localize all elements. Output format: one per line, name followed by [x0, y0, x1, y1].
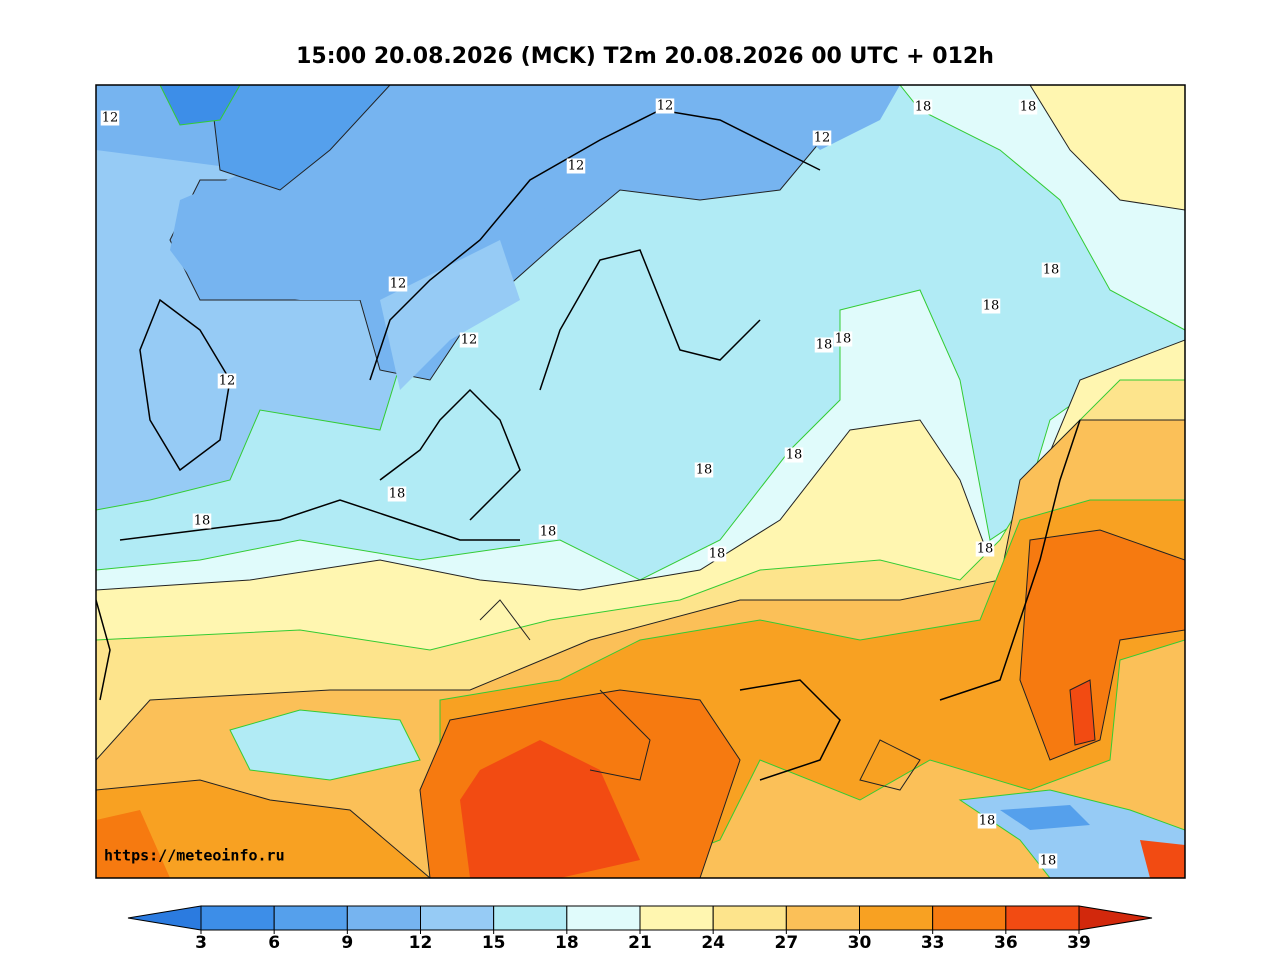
contour-label: 18 — [540, 525, 557, 540]
colorbar-over — [1078, 905, 1153, 931]
contour-label: 18 — [983, 299, 1000, 314]
colorbar-segment — [566, 905, 641, 931]
label-box — [812, 130, 832, 146]
contour-label: 18 — [696, 463, 713, 478]
colorbar: 3 6 9 12 15 18 21 24 27 30 33 36 39 — [127, 905, 1153, 953]
contour-label: 18 — [709, 547, 726, 562]
label-box — [1018, 99, 1038, 115]
map-frame — [95, 84, 1186, 879]
colorbar-segment — [639, 905, 714, 931]
label-box — [694, 462, 714, 478]
colorbar-segment — [420, 905, 495, 931]
label-box — [833, 331, 853, 347]
colorbar-tick-label: 39 — [1067, 933, 1091, 953]
colorbar-tick-label: 6 — [268, 933, 280, 953]
map — [96, 85, 1185, 878]
label-box — [977, 813, 997, 829]
contour-labels: 12 12 18 18 12 12 18 12 18 12 18 18 12 1… — [100, 98, 1061, 869]
label-box — [192, 513, 212, 529]
label-box — [707, 546, 727, 562]
contour-label: 18 — [1020, 100, 1037, 115]
label-box — [913, 99, 933, 115]
label-box — [975, 541, 995, 557]
contour-label: 18 — [1040, 854, 1057, 869]
label-box — [655, 98, 675, 114]
colorbar-tick-label: 36 — [994, 933, 1018, 953]
contour-label: 12 — [814, 131, 831, 146]
contour-label: 18 — [786, 448, 803, 463]
label-box — [538, 524, 558, 540]
contour-label: 18 — [915, 100, 932, 115]
colorbar-tick-label: 30 — [848, 933, 872, 953]
colorbar-tick-label: 33 — [921, 933, 945, 953]
contour-label: 12 — [461, 333, 478, 348]
colorbar-tick-label: 21 — [628, 933, 652, 953]
colorbar-segment — [785, 905, 860, 931]
contour-label: 12 — [102, 111, 119, 126]
label-box — [784, 447, 804, 463]
colorbar-under — [127, 905, 202, 931]
contour-label: 12 — [568, 159, 585, 174]
colorbar-tick-label: 3 — [195, 933, 207, 953]
colorbar-tick-label: 15 — [482, 933, 506, 953]
colorbar-tick-label: 24 — [701, 933, 725, 953]
label-box — [1041, 262, 1061, 278]
contour-label: 18 — [194, 514, 211, 529]
watermark: https://meteoinfo.ru — [104, 847, 285, 865]
colorbar-tick-label: 18 — [555, 933, 579, 953]
colorbar-segment — [493, 905, 568, 931]
colorbar-segment — [1005, 905, 1080, 931]
contour-label: 12 — [219, 374, 236, 389]
colorbar-segment — [346, 905, 422, 931]
label-box — [566, 158, 586, 174]
colorbar-segment — [859, 905, 934, 931]
label-box — [387, 486, 407, 502]
contour-label: 18 — [835, 332, 852, 347]
contour-label: 12 — [657, 99, 674, 114]
colorbar-segment — [932, 905, 1007, 931]
colorbar-tick-label: 12 — [409, 933, 433, 953]
title: 15:00 20.08.2026 (MCK) T2m 20.08.2026 00… — [296, 44, 994, 69]
contour-label: 18 — [816, 338, 833, 353]
contour-label: 12 — [390, 277, 407, 292]
label-box — [217, 373, 237, 389]
contour-label: 18 — [1043, 263, 1060, 278]
colorbar-tick-label: 9 — [341, 933, 353, 953]
contour-label: 18 — [977, 542, 994, 557]
label-box — [100, 110, 120, 126]
label-box — [1038, 853, 1058, 869]
label-box — [459, 332, 479, 348]
colorbar-segment — [712, 905, 787, 931]
contour-label: 18 — [979, 814, 996, 829]
colorbar-segment — [200, 905, 275, 931]
label-box — [814, 337, 834, 353]
colorbar-tick-label: 27 — [774, 933, 798, 953]
colorbar-segment — [273, 905, 348, 931]
label-box — [388, 276, 408, 292]
contour-label: 18 — [389, 487, 406, 502]
label-box — [981, 298, 1001, 314]
